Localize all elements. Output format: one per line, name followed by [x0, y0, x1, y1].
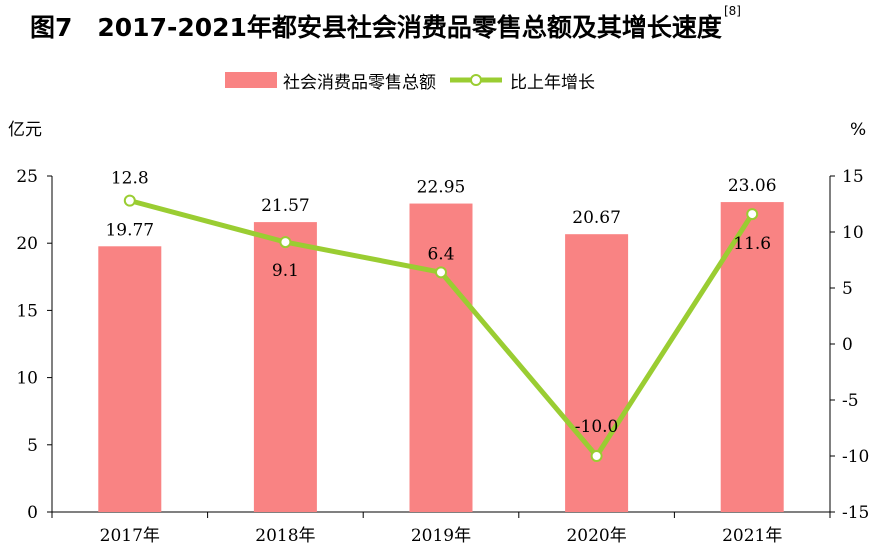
- legend-line-label: 比上年增长: [510, 72, 595, 93]
- legend-item-line: 比上年增长: [448, 68, 595, 93]
- y-right-tick-label: -15: [842, 503, 869, 523]
- growth-point: [435, 266, 447, 279]
- y-left-tick-label: 5: [27, 436, 38, 456]
- growth-point: [590, 450, 603, 462]
- growth-value-label: 6.4: [427, 244, 454, 264]
- growth-line: [123, 194, 759, 462]
- bar-value-label: 19.77: [105, 220, 154, 240]
- y-left-axis-title: 亿元: [8, 120, 42, 140]
- y-left-tick-label: 25: [16, 167, 38, 187]
- y-right-axis-title: %: [850, 120, 866, 140]
- growth-point: [123, 194, 136, 207]
- legend: 社会消费品零售总额 比上年增长: [225, 68, 607, 93]
- chart-title: 图7 2017-2021年都安县社会消费品零售总额及其增长速度[8]: [30, 4, 741, 44]
- growth-value-label: 12.8: [111, 169, 149, 189]
- x-tick-labels: 2017年 2018年 2019年 2020年 2021年: [100, 526, 783, 546]
- bar: [98, 246, 162, 512]
- bar-value-label: 21.57: [261, 196, 310, 216]
- bar-labels: 19.77 21.57 22.95 20.67 23.06: [105, 176, 776, 240]
- title-reference: [8]: [723, 4, 741, 18]
- y-left-tick-label: 15: [16, 301, 38, 321]
- legend-bar-label: 社会消费品零售总额: [283, 72, 436, 93]
- y-right-tick-label: -10: [842, 447, 869, 467]
- y-right-tick-label: 5: [842, 279, 853, 299]
- y-right-tick-label: 15: [842, 167, 864, 187]
- bar: [565, 234, 629, 513]
- y-right-tick-label: -5: [842, 391, 859, 411]
- bar-value-label: 23.06: [728, 176, 777, 196]
- bar: [253, 222, 317, 513]
- growth-point: [746, 208, 759, 221]
- bar: [720, 202, 784, 512]
- x-tick-label: 2018年: [255, 526, 315, 546]
- growth-value-label: 11.6: [733, 234, 771, 254]
- y-right-tick-label: 0: [842, 335, 853, 355]
- legend-item-bar: 社会消费品零售总额: [225, 68, 436, 93]
- growth-point: [279, 236, 292, 249]
- bar-value-label: 22.95: [417, 178, 466, 198]
- x-tick-label: 2020年: [566, 526, 626, 546]
- y-left-tick-label: 0: [27, 503, 38, 523]
- x-tick-label: 2019年: [411, 526, 471, 546]
- axes: 0 5 10 15 20 25 -15 -10 -5 0 5 10 15: [16, 167, 869, 523]
- line-labels: 12.8 9.1 6.4 -10.0 11.6: [111, 169, 771, 437]
- y-right-tick-label: 10: [842, 223, 864, 243]
- x-tick-label: 2021年: [722, 526, 782, 546]
- chart-title-text: 图7 2017-2021年都安县社会消费品零售总额及其增长速度: [30, 13, 722, 42]
- bar: [409, 203, 473, 512]
- growth-value-label: 9.1: [272, 261, 299, 281]
- y-left-tick-label: 20: [16, 234, 38, 254]
- bars: [98, 202, 784, 513]
- growth-value-label: -10.0: [575, 417, 619, 437]
- bar-value-label: 20.67: [572, 208, 621, 228]
- x-tick-label: 2017年: [100, 526, 160, 546]
- legend-line-swatch: [450, 74, 502, 86]
- y-left-tick-label: 10: [16, 369, 38, 389]
- legend-bar-swatch: [225, 72, 277, 88]
